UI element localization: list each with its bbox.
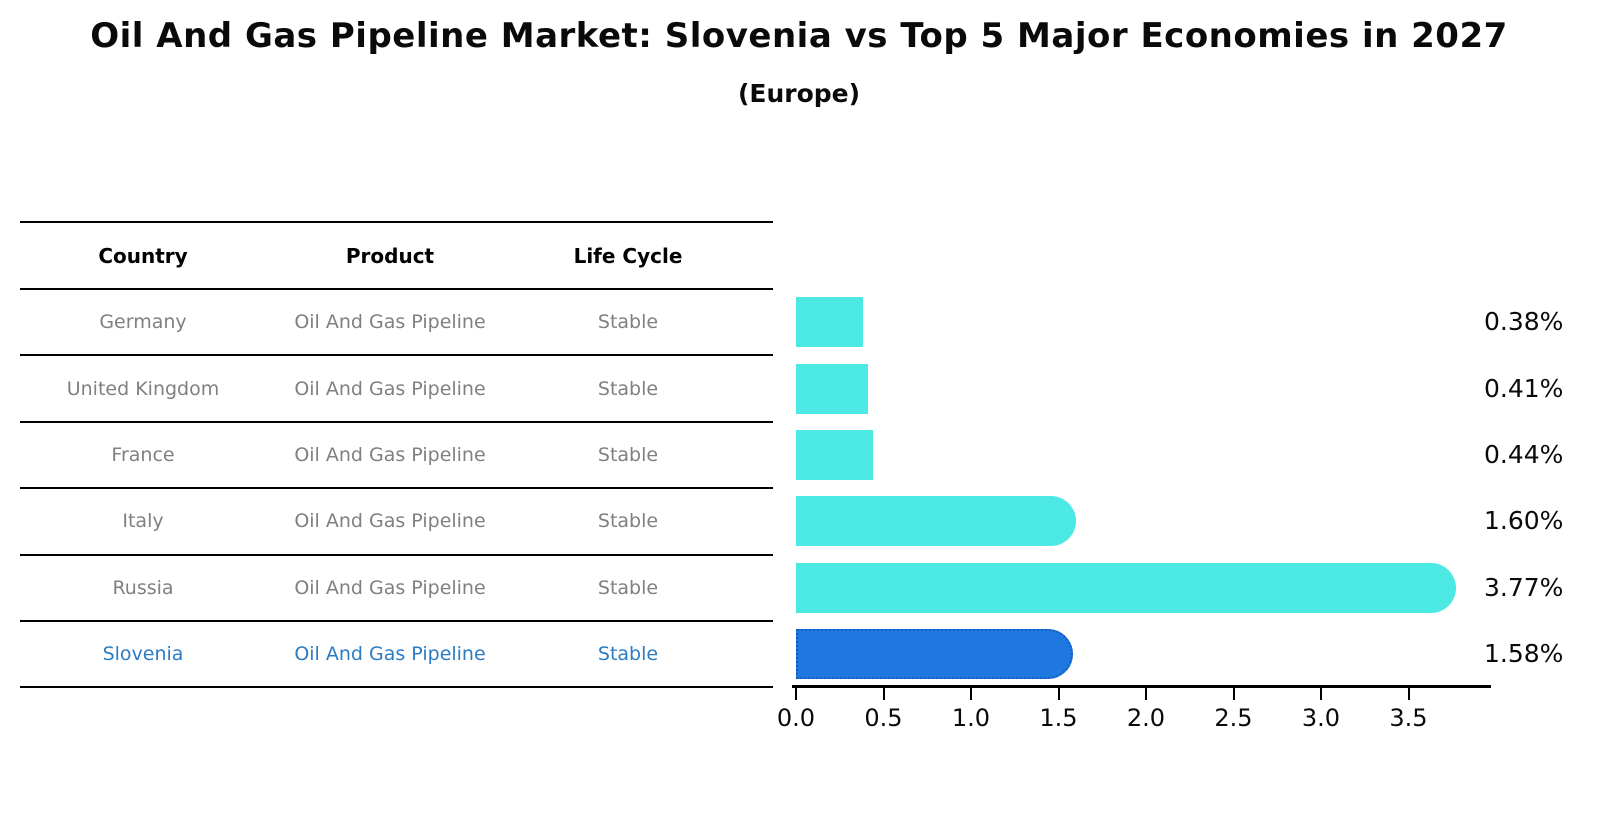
x-axis-line <box>792 685 1491 688</box>
table-separator-line <box>20 354 773 357</box>
column-header-life-cycle: Life Cycle <box>573 243 683 268</box>
x-tick-mark <box>882 688 885 700</box>
x-tick-label: 2.0 <box>1126 704 1166 732</box>
cell-country: Slovenia <box>102 643 184 666</box>
x-tick-label: 1.5 <box>1039 704 1078 732</box>
cell-country: Germany <box>99 311 187 334</box>
cell-life-cycle: Stable <box>597 311 659 334</box>
y-tick-mark <box>756 354 770 357</box>
table-separator-line <box>20 553 773 556</box>
cell-country: Russia <box>112 576 174 599</box>
table-separator-line <box>20 487 773 490</box>
x-tick-mark <box>1407 688 1410 700</box>
cell-product: Oil And Gas Pipeline <box>294 377 486 400</box>
value-label-slovenia: 1.58% <box>1484 639 1564 668</box>
table-separator-line <box>20 420 773 423</box>
x-tick-label: 1.0 <box>951 704 991 732</box>
x-tick-label: 2.5 <box>1214 704 1253 732</box>
cell-life-cycle: Stable <box>597 576 659 599</box>
x-tick-label: 0.0 <box>776 704 816 732</box>
chart-subtitle: (Europe) <box>737 79 861 108</box>
x-tick-mark <box>1320 688 1322 700</box>
x-tick-label: 0.5 <box>864 704 903 732</box>
x-tick-mark <box>1057 688 1060 700</box>
column-header-product: Product <box>345 243 435 268</box>
table-separator-line <box>20 686 773 689</box>
bar-slovenia <box>796 629 1073 679</box>
cell-country: Italy <box>122 510 164 533</box>
cell-life-cycle: Stable <box>597 444 659 466</box>
x-tick-mark <box>1145 688 1147 700</box>
y-tick-mark <box>756 553 770 556</box>
cell-country: United Kingdom <box>66 377 220 400</box>
y-tick-mark <box>756 686 770 689</box>
value-label-italy: 1.60% <box>1484 506 1564 535</box>
cell-life-cycle: Stable <box>597 510 659 533</box>
cell-product: Oil And Gas Pipeline <box>294 444 486 466</box>
bar-russia <box>796 563 1456 613</box>
cell-product: Oil And Gas Pipeline <box>294 643 486 666</box>
bar-france <box>796 430 873 480</box>
table-separator-line <box>20 221 773 223</box>
x-tick-mark <box>970 688 972 700</box>
bar-germany <box>796 297 863 347</box>
value-label-france: 0.44% <box>1484 440 1564 469</box>
cell-product: Oil And Gas Pipeline <box>294 311 486 334</box>
y-tick-mark <box>756 420 770 423</box>
cell-product: Oil And Gas Pipeline <box>294 510 486 533</box>
table-separator-line <box>20 288 773 290</box>
bar-italy <box>796 496 1076 546</box>
cell-product: Oil And Gas Pipeline <box>294 576 486 599</box>
y-tick-mark <box>756 620 770 622</box>
x-tick-label: 3.0 <box>1301 704 1341 732</box>
cell-country: France <box>111 444 175 466</box>
value-label-russia: 3.77% <box>1484 573 1564 602</box>
cell-life-cycle: Stable <box>597 377 659 400</box>
value-label-united-kingdom: 0.41% <box>1484 374 1564 403</box>
x-tick-mark <box>795 688 797 700</box>
y-tick-mark <box>756 487 770 490</box>
x-tick-label: 3.5 <box>1389 704 1428 732</box>
y-tick-mark <box>756 288 770 290</box>
table-separator-line <box>20 620 773 622</box>
column-header-country: Country <box>98 243 188 268</box>
cell-life-cycle: Stable <box>597 643 659 666</box>
x-tick-mark <box>1232 688 1235 700</box>
chart-title: Oil And Gas Pipeline Market: Slovenia vs… <box>90 16 1508 56</box>
value-label-germany: 0.38% <box>1484 307 1564 336</box>
bar-united-kingdom <box>796 364 868 414</box>
